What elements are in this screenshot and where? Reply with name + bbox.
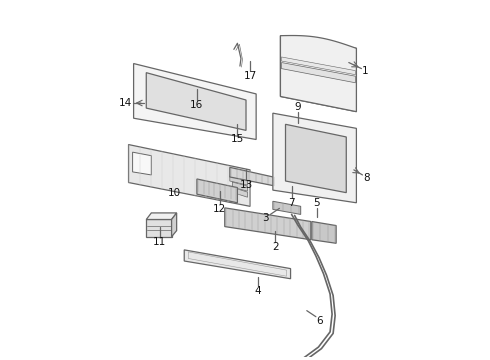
Text: 5: 5: [314, 198, 320, 208]
Text: 4: 4: [254, 287, 261, 296]
Text: 16: 16: [190, 100, 203, 110]
Text: 6: 6: [317, 316, 323, 326]
Polygon shape: [273, 201, 301, 215]
Polygon shape: [146, 73, 246, 130]
Polygon shape: [134, 63, 256, 139]
Polygon shape: [197, 179, 237, 203]
Polygon shape: [281, 63, 355, 83]
Polygon shape: [232, 182, 247, 191]
Polygon shape: [273, 113, 356, 203]
Text: 7: 7: [288, 198, 295, 208]
Polygon shape: [146, 220, 171, 237]
Polygon shape: [280, 36, 356, 112]
Polygon shape: [225, 208, 311, 240]
Polygon shape: [230, 176, 247, 185]
Text: 12: 12: [213, 204, 226, 214]
Text: 10: 10: [168, 188, 181, 198]
Polygon shape: [128, 145, 250, 206]
Text: 17: 17: [244, 71, 257, 81]
Text: 9: 9: [295, 102, 301, 112]
Text: 13: 13: [240, 180, 253, 190]
Polygon shape: [286, 124, 346, 193]
Polygon shape: [133, 152, 151, 175]
Polygon shape: [230, 167, 275, 186]
Text: 15: 15: [231, 135, 244, 144]
Text: 8: 8: [363, 173, 370, 183]
Polygon shape: [235, 188, 247, 197]
Polygon shape: [280, 36, 356, 112]
Polygon shape: [172, 213, 176, 237]
Text: 11: 11: [153, 237, 167, 247]
Text: 2: 2: [272, 242, 279, 252]
Text: 14: 14: [119, 98, 132, 108]
Polygon shape: [184, 250, 291, 279]
Polygon shape: [146, 213, 176, 220]
Polygon shape: [281, 57, 355, 75]
Text: 3: 3: [262, 213, 269, 223]
Text: 1: 1: [362, 66, 369, 76]
Polygon shape: [312, 221, 336, 243]
